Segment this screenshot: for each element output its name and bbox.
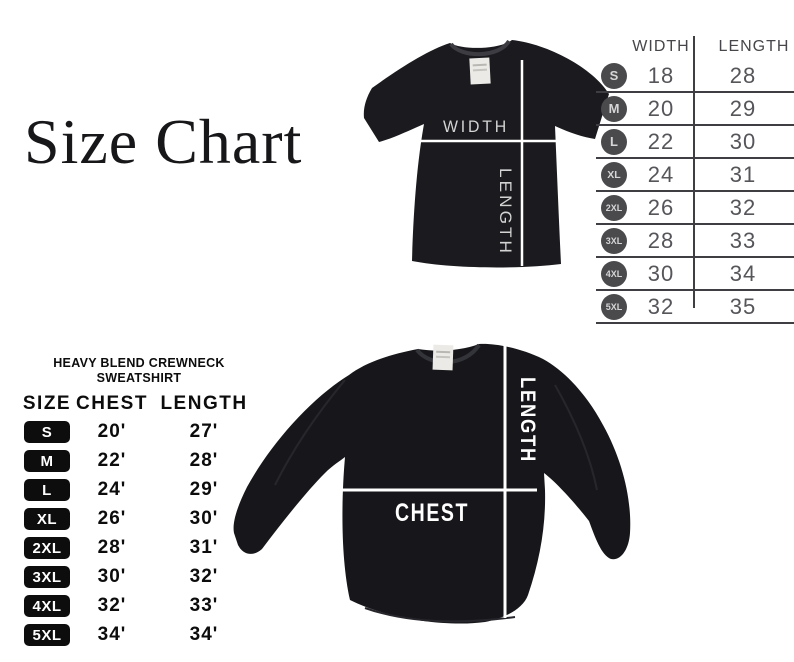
size-badge: M (601, 95, 627, 122)
tshirt-table-row: 3XL 28 33 (596, 225, 794, 258)
page-title: Size Chart (24, 106, 303, 177)
sweatshirt-table-row: 5XL 34' 34' (18, 621, 260, 650)
sweatshirt-size-table: HEAVY BLEND CREWNECK SWEATSHIRT SIZE CHE… (18, 356, 260, 650)
sweatshirt-table-row: 4XL 32' 33' (18, 592, 260, 621)
header-size: SIZE (22, 392, 72, 414)
header-length: LENGTH (160, 392, 248, 414)
length-label: LENGTH (516, 377, 539, 463)
length-value: 35 (729, 293, 757, 319)
chest-value: 24' (97, 479, 127, 500)
size-badge: 5XL (24, 624, 70, 646)
length-value: 27' (189, 421, 219, 442)
size-badge: 4XL (24, 595, 70, 617)
width-value: 32 (647, 293, 675, 319)
sweatshirt-title-line2: SWEATSHIRT (96, 370, 182, 385)
size-badge: M (24, 450, 70, 472)
length-value: 32' (189, 566, 219, 587)
width-label: WIDTH (443, 117, 509, 136)
sweatshirt-title-line1: HEAVY BLEND CREWNECK (53, 356, 225, 370)
sweatshirt-photo: LENGTH CHEST (233, 341, 631, 624)
size-badge: S (601, 62, 627, 89)
size-badge: XL (24, 508, 70, 530)
tshirt-table-row: 5XL 32 35 (596, 291, 794, 324)
sweatshirt-table-title: HEAVY BLEND CREWNECK SWEATSHIRT (18, 356, 260, 386)
tshirt-table-rows: S 18 28 M 20 29 L 22 30 XL 24 31 2XL 26 32 3XL 28 33 4XL 30… (596, 60, 794, 324)
tshirt-neck-tag (469, 57, 491, 85)
header-width: WIDTH (632, 38, 690, 55)
size-badge: 2XL (24, 537, 70, 559)
sweatshirt-table-row: 3XL 30' 32' (18, 563, 260, 592)
sweatshirt-table-row: L 24' 29' (18, 476, 260, 505)
chest-value: 26' (97, 508, 127, 529)
size-badge: 3XL (601, 227, 627, 254)
header-chest: CHEST (76, 392, 148, 414)
sweatshirt-table-header: SIZE CHEST LENGTH (18, 393, 260, 415)
sweatshirt-table-row: S 20' 27' (18, 418, 260, 447)
sweatshirt-neck-tag (432, 344, 454, 371)
width-value: 30 (647, 260, 675, 286)
width-value: 26 (647, 194, 675, 220)
tshirt-table-row: 2XL 26 32 (596, 192, 794, 225)
sweatshirt-table-row: 2XL 28' 31' (18, 534, 260, 563)
sweatshirt-table-rows: S 20' 27' M 22' 28' L 24' 29' XL 26' 30' 2XL 28' 31' 3X… (18, 418, 260, 650)
size-badge: L (24, 479, 70, 501)
size-badge: 3XL (24, 566, 70, 588)
width-value: 24 (647, 161, 675, 187)
chest-value: 28' (97, 537, 127, 558)
sweatshirt-fold-left (274, 379, 346, 486)
length-value: 29' (189, 479, 219, 500)
chest-value: 22' (97, 450, 127, 471)
length-value: 31 (729, 161, 757, 187)
chest-value: 30' (97, 566, 127, 587)
length-value: 31' (189, 537, 219, 558)
length-value: 28' (189, 450, 219, 471)
length-value: 30 (729, 128, 757, 154)
tshirt-table-row: S 18 28 (596, 60, 794, 93)
length-value: 32 (729, 194, 757, 220)
tshirt-silhouette (363, 40, 609, 268)
width-value: 18 (647, 62, 675, 88)
chest-label: CHEST (395, 499, 469, 527)
width-value: 28 (647, 227, 675, 253)
size-badge: 5XL (601, 293, 627, 320)
length-value: 33' (189, 595, 219, 616)
table-column-divider (693, 36, 695, 308)
size-badge: S (24, 421, 70, 443)
chest-value: 32' (97, 595, 127, 616)
size-badge: XL (601, 161, 627, 188)
header-length: LENGTH (718, 38, 790, 55)
sweatshirt-table-row: XL 26' 30' (18, 505, 260, 534)
tshirt-table-row: M 20 29 (596, 93, 794, 126)
size-badge: 4XL (601, 260, 627, 287)
sweatshirt-table-row: M 22' 28' (18, 447, 260, 476)
length-value: 34' (189, 624, 219, 645)
tshirt-photo: WIDTH LENGTH (363, 39, 609, 268)
tshirt-table-row: 4XL 30 34 (596, 258, 794, 291)
length-value: 28 (729, 62, 757, 88)
tshirt-table-row: XL 24 31 (596, 159, 794, 192)
tshirt-collar (449, 39, 511, 57)
width-value: 22 (647, 128, 675, 154)
chest-value: 20' (97, 421, 127, 442)
length-value: 34 (729, 260, 757, 286)
length-value: 29 (729, 95, 757, 121)
sweatshirt-hem-ribbing (364, 607, 516, 623)
size-badge: 2XL (601, 194, 627, 221)
tshirt-table-row: L 22 30 (596, 126, 794, 159)
tshirt-size-table: WIDTH LENGTH S 18 28 M 20 29 L 22 30 XL 24 31 2XL 26 3… (596, 34, 794, 324)
length-value: 30' (189, 508, 219, 529)
tshirt-table-header: WIDTH LENGTH (596, 34, 794, 60)
length-value: 33 (729, 227, 757, 253)
width-value: 20 (647, 95, 675, 121)
size-badge: L (601, 128, 627, 155)
chest-value: 34' (97, 624, 127, 645)
sweatshirt-silhouette (233, 343, 631, 624)
sweatshirt-fold-right (554, 384, 598, 491)
length-label: LENGTH (496, 168, 515, 256)
